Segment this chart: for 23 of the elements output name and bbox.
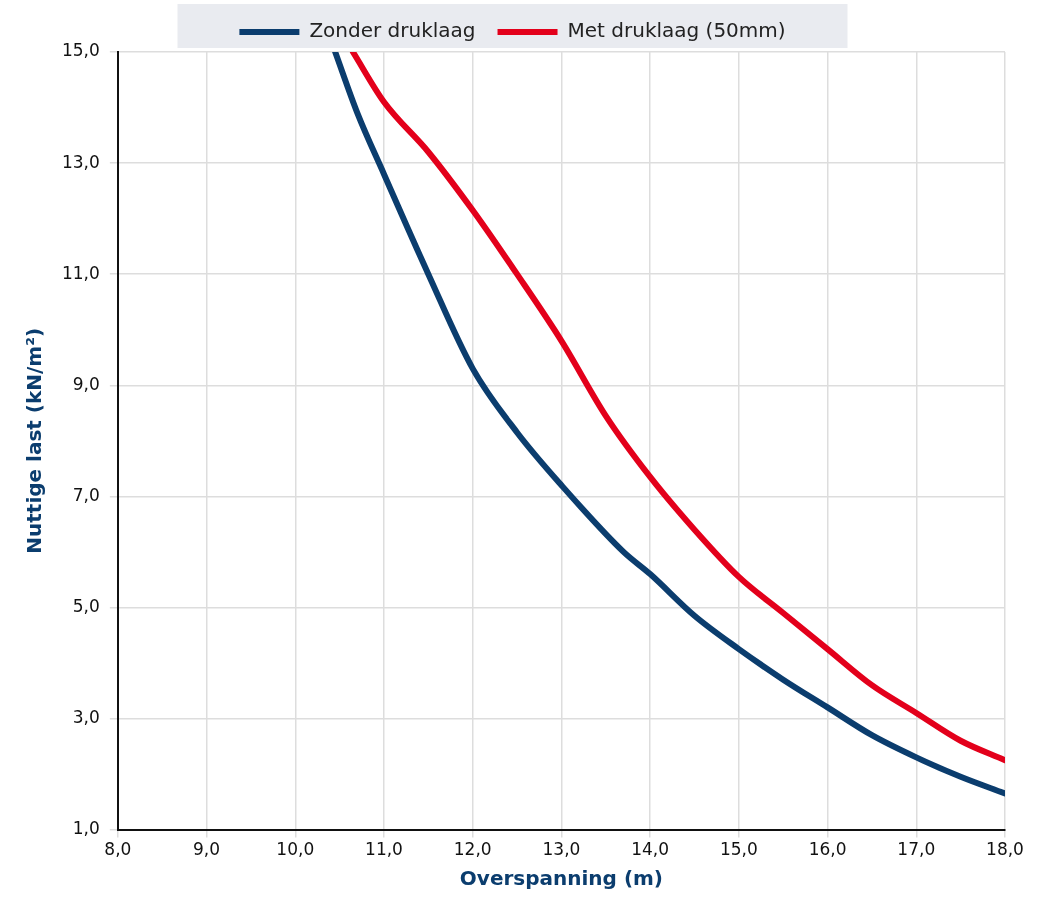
y-tick-label: 5,0 — [72, 595, 100, 616]
x-tick-label: 14,0 — [631, 839, 670, 860]
legend-label: Zonder druklaag — [309, 18, 476, 43]
x-axis-title: Overspanning (m) — [459, 866, 663, 891]
x-tick-label: 8,0 — [104, 839, 132, 860]
y-tick-label: 3,0 — [72, 706, 100, 727]
x-tick-label: 12,0 — [453, 839, 492, 860]
x-tick-label: 9,0 — [193, 839, 221, 860]
legend-label: Met druklaag (50mm) — [567, 18, 786, 43]
x-tick-label: 11,0 — [365, 839, 403, 860]
x-tick-label: 16,0 — [808, 839, 847, 860]
y-tick-label: 7,0 — [72, 484, 100, 505]
y-tick-label: 11,0 — [61, 262, 100, 283]
x-tick-label: 15,0 — [719, 839, 758, 860]
y-axis-title: Nuttige last (kN/m²) — [22, 327, 47, 554]
x-tick-label: 18,0 — [986, 839, 1024, 860]
y-tick-label: 1,0 — [72, 818, 100, 839]
x-tick-label: 13,0 — [542, 839, 581, 860]
y-tick-label: 9,0 — [72, 373, 100, 394]
y-tick-label: 13,0 — [61, 151, 100, 172]
x-tick-label: 10,0 — [276, 839, 315, 860]
y-tick-label: 15,0 — [61, 40, 100, 61]
x-tick-label: 17,0 — [897, 839, 936, 860]
